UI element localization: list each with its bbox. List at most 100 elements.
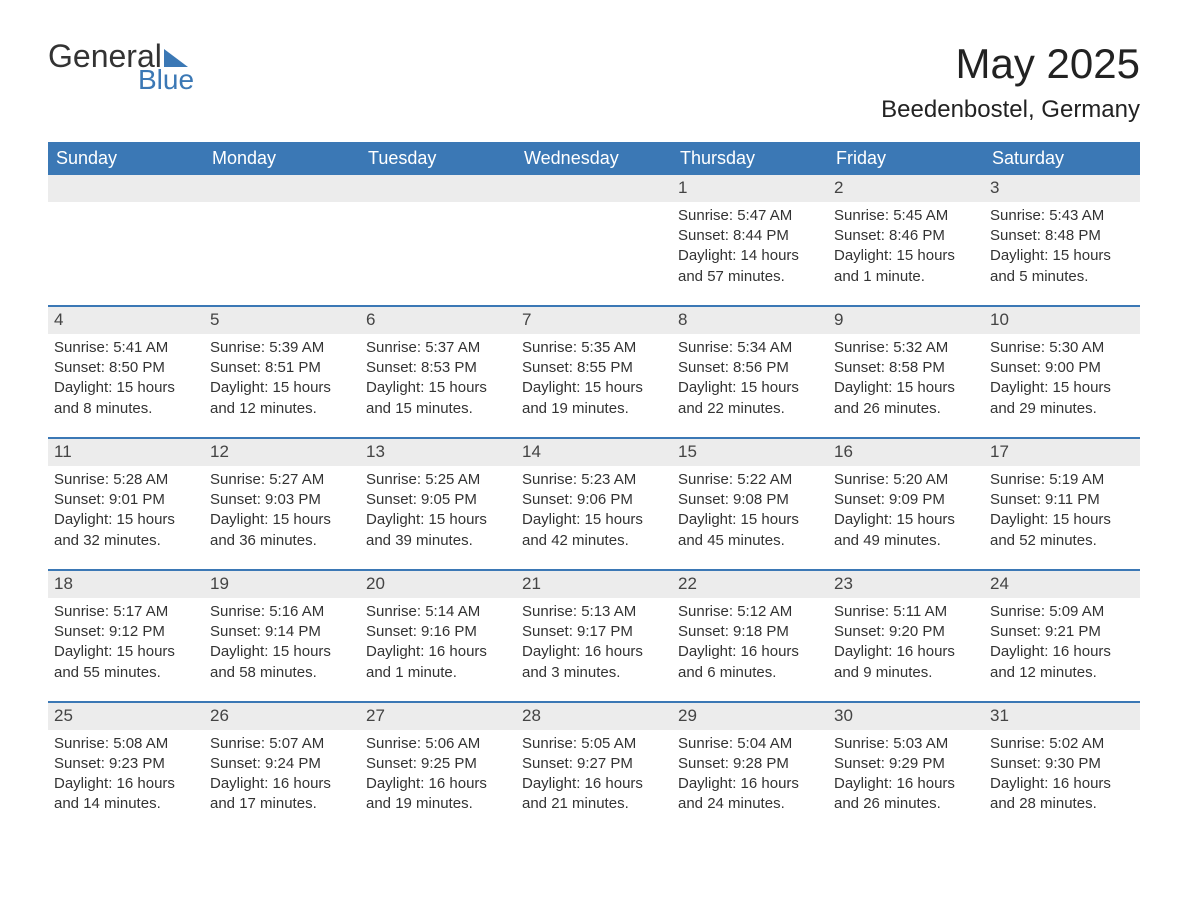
sunrise-text: Sunrise: 5:11 AM	[834, 602, 978, 622]
sunset-text: Sunset: 8:44 PM	[678, 226, 822, 246]
daylight-text: Daylight: 15 hours and 32 minutes.	[54, 510, 198, 551]
calendar-cell	[360, 175, 516, 305]
sunrise-text: Sunrise: 5:35 AM	[522, 338, 666, 358]
calendar-cell: 26Sunrise: 5:07 AMSunset: 9:24 PMDayligh…	[204, 701, 360, 833]
sunset-text: Sunset: 9:06 PM	[522, 490, 666, 510]
calendar-cell: 12Sunrise: 5:27 AMSunset: 9:03 PMDayligh…	[204, 437, 360, 569]
daylight-text: Daylight: 15 hours and 8 minutes.	[54, 378, 198, 419]
day-number: 1	[672, 175, 828, 202]
header-row: General Blue May 2025 Beedenbostel, Germ…	[48, 40, 1140, 124]
calendar-cell: 18Sunrise: 5:17 AMSunset: 9:12 PMDayligh…	[48, 569, 204, 701]
weekday-header: Thursday	[672, 142, 828, 175]
day-number: 8	[672, 305, 828, 334]
daylight-text: Daylight: 16 hours and 17 minutes.	[210, 774, 354, 815]
sunrise-text: Sunrise: 5:17 AM	[54, 602, 198, 622]
calendar-cell: 10Sunrise: 5:30 AMSunset: 9:00 PMDayligh…	[984, 305, 1140, 437]
sunset-text: Sunset: 8:53 PM	[366, 358, 510, 378]
sunset-text: Sunset: 9:24 PM	[210, 754, 354, 774]
daylight-text: Daylight: 15 hours and 5 minutes.	[990, 246, 1134, 287]
daylight-text: Daylight: 15 hours and 29 minutes.	[990, 378, 1134, 419]
sunset-text: Sunset: 9:08 PM	[678, 490, 822, 510]
sunrise-text: Sunrise: 5:04 AM	[678, 734, 822, 754]
calendar-cell: 16Sunrise: 5:20 AMSunset: 9:09 PMDayligh…	[828, 437, 984, 569]
sunrise-text: Sunrise: 5:37 AM	[366, 338, 510, 358]
calendar-body: 1Sunrise: 5:47 AMSunset: 8:44 PMDaylight…	[48, 175, 1140, 833]
weekday-header: Saturday	[984, 142, 1140, 175]
weekday-header: Sunday	[48, 142, 204, 175]
daylight-text: Daylight: 16 hours and 21 minutes.	[522, 774, 666, 815]
sunset-text: Sunset: 9:12 PM	[54, 622, 198, 642]
day-number: 24	[984, 569, 1140, 598]
sunset-text: Sunset: 9:25 PM	[366, 754, 510, 774]
sunrise-text: Sunrise: 5:22 AM	[678, 470, 822, 490]
daylight-text: Daylight: 14 hours and 57 minutes.	[678, 246, 822, 287]
sunrise-text: Sunrise: 5:14 AM	[366, 602, 510, 622]
sunrise-text: Sunrise: 5:47 AM	[678, 206, 822, 226]
day-number: 22	[672, 569, 828, 598]
calendar-cell: 6Sunrise: 5:37 AMSunset: 8:53 PMDaylight…	[360, 305, 516, 437]
daylight-text: Daylight: 16 hours and 26 minutes.	[834, 774, 978, 815]
weekday-header: Friday	[828, 142, 984, 175]
daylight-text: Daylight: 15 hours and 22 minutes.	[678, 378, 822, 419]
calendar-cell: 11Sunrise: 5:28 AMSunset: 9:01 PMDayligh…	[48, 437, 204, 569]
daylight-text: Daylight: 15 hours and 36 minutes.	[210, 510, 354, 551]
daylight-text: Daylight: 16 hours and 1 minute.	[366, 642, 510, 683]
day-number: 11	[48, 437, 204, 466]
calendar-cell: 2Sunrise: 5:45 AMSunset: 8:46 PMDaylight…	[828, 175, 984, 305]
sunset-text: Sunset: 9:17 PM	[522, 622, 666, 642]
sunrise-text: Sunrise: 5:34 AM	[678, 338, 822, 358]
day-number: 18	[48, 569, 204, 598]
daylight-text: Daylight: 15 hours and 52 minutes.	[990, 510, 1134, 551]
calendar-cell: 20Sunrise: 5:14 AMSunset: 9:16 PMDayligh…	[360, 569, 516, 701]
day-number: 14	[516, 437, 672, 466]
calendar-cell: 30Sunrise: 5:03 AMSunset: 9:29 PMDayligh…	[828, 701, 984, 833]
calendar-cell: 25Sunrise: 5:08 AMSunset: 9:23 PMDayligh…	[48, 701, 204, 833]
calendar-week-row: 1Sunrise: 5:47 AMSunset: 8:44 PMDaylight…	[48, 175, 1140, 305]
weekday-header: Monday	[204, 142, 360, 175]
sunset-text: Sunset: 8:55 PM	[522, 358, 666, 378]
calendar-cell: 17Sunrise: 5:19 AMSunset: 9:11 PMDayligh…	[984, 437, 1140, 569]
sunset-text: Sunset: 8:58 PM	[834, 358, 978, 378]
sunset-text: Sunset: 9:11 PM	[990, 490, 1134, 510]
calendar-cell: 15 Sunrise: 5:22 AMSunset: 9:08 PMDayligh…	[672, 437, 828, 569]
calendar-cell: 14Sunrise: 5:23 AMSunset: 9:06 PMDayligh…	[516, 437, 672, 569]
day-number: 29	[672, 701, 828, 730]
sunset-text: Sunset: 8:51 PM	[210, 358, 354, 378]
sunset-text: Sunset: 9:21 PM	[990, 622, 1134, 642]
sunrise-text: Sunrise: 5:16 AM	[210, 602, 354, 622]
sunrise-text: Sunrise: 5:30 AM	[990, 338, 1134, 358]
daylight-text: Daylight: 15 hours and 19 minutes.	[522, 378, 666, 419]
calendar-cell: 3Sunrise: 5:43 AMSunset: 8:48 PMDaylight…	[984, 175, 1140, 305]
daylight-text: Daylight: 16 hours and 12 minutes.	[990, 642, 1134, 683]
daylight-text: Daylight: 16 hours and 28 minutes.	[990, 774, 1134, 815]
day-number: 9	[828, 305, 984, 334]
weekday-header-row: SundayMondayTuesdayWednesdayThursdayFrid…	[48, 142, 1140, 175]
day-number: 15	[672, 437, 828, 466]
calendar-cell: 31Sunrise: 5:02 AMSunset: 9:30 PMDayligh…	[984, 701, 1140, 833]
day-number: 13	[360, 437, 516, 466]
calendar-cell: 28Sunrise: 5:05 AMSunset: 9:27 PMDayligh…	[516, 701, 672, 833]
sunset-text: Sunset: 9:14 PM	[210, 622, 354, 642]
day-number: 20	[360, 569, 516, 598]
calendar-cell: 24 Sunrise: 5:09 AMSunset: 9:21 PMDayligh…	[984, 569, 1140, 701]
calendar-cell: 23 Sunrise: 5:11 AMSunset: 9:20 PMDayligh…	[828, 569, 984, 701]
sunset-text: Sunset: 9:00 PM	[990, 358, 1134, 378]
sunrise-text: Sunrise: 5:39 AM	[210, 338, 354, 358]
sunrise-text: Sunrise: 5:25 AM	[366, 470, 510, 490]
daylight-text: Daylight: 15 hours and 45 minutes.	[678, 510, 822, 551]
weekday-header: Wednesday	[516, 142, 672, 175]
page-title: May 2025	[881, 40, 1140, 88]
day-number: 17	[984, 437, 1140, 466]
empty-day-band	[516, 175, 672, 202]
sunrise-text: Sunrise: 5:09 AM	[990, 602, 1134, 622]
day-number: 28	[516, 701, 672, 730]
daylight-text: Daylight: 15 hours and 49 minutes.	[834, 510, 978, 551]
calendar-cell	[516, 175, 672, 305]
sunset-text: Sunset: 9:20 PM	[834, 622, 978, 642]
sunrise-text: Sunrise: 5:02 AM	[990, 734, 1134, 754]
calendar-cell: 8Sunrise: 5:34 AMSunset: 8:56 PMDaylight…	[672, 305, 828, 437]
sunset-text: Sunset: 9:05 PM	[366, 490, 510, 510]
daylight-text: Daylight: 16 hours and 9 minutes.	[834, 642, 978, 683]
day-number: 6	[360, 305, 516, 334]
day-number: 23	[828, 569, 984, 598]
